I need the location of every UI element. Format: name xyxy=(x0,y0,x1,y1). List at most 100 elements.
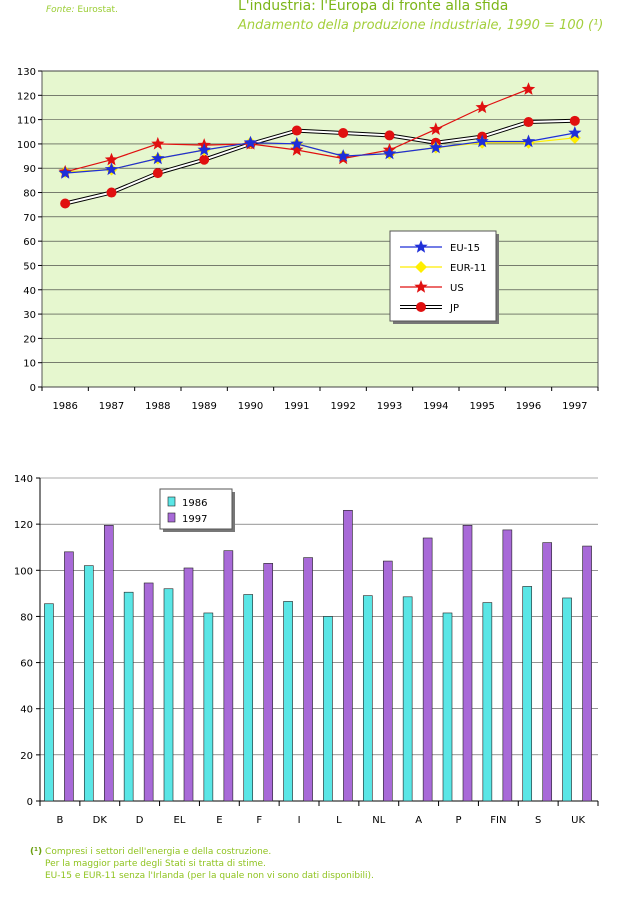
bar-1986 xyxy=(522,586,533,802)
series-eu-15 xyxy=(58,126,582,179)
legend-swatch xyxy=(167,512,176,523)
legend-label: EUR-11 xyxy=(450,263,487,274)
data-point xyxy=(104,152,119,166)
y-tick-label: 20 xyxy=(20,751,33,762)
bar-1997 xyxy=(462,524,473,802)
line-chart: 0 10 20 30 40 50 60 70 80 90 100 110 120 130 1986 1987 1… xyxy=(17,67,599,412)
source-label: Fonte: xyxy=(46,5,75,15)
x-tick-label: 1986 xyxy=(52,401,77,412)
x-tick-label: NL xyxy=(372,815,385,826)
bar-1986 xyxy=(482,602,493,802)
bar-1997 xyxy=(382,560,393,802)
x-tick-label: 1993 xyxy=(377,401,402,412)
page-title: L'industria: l'Europa di fronte alla sfi… xyxy=(238,0,509,14)
x-tick-label: 1994 xyxy=(423,401,448,412)
data-point xyxy=(384,130,395,141)
data-point xyxy=(475,134,489,148)
series-line-inner xyxy=(64,119,575,205)
data-point xyxy=(429,140,443,154)
legend-label: 1986 xyxy=(182,498,207,509)
legend: 1986 1997 xyxy=(159,488,235,532)
x-tick-label: S xyxy=(535,815,541,826)
y-tick-label: 30 xyxy=(23,310,36,321)
bar-1997 xyxy=(303,557,313,802)
data-point xyxy=(291,125,302,136)
x-tick-label: L xyxy=(336,815,342,826)
page-subtitle: Andamento della produzione industriale, … xyxy=(238,18,604,33)
y-tick-label: 0 xyxy=(27,797,33,808)
data-point xyxy=(152,168,163,179)
y-tick-label: 60 xyxy=(23,237,36,248)
y-tick-label: 40 xyxy=(23,286,36,297)
x-tick-label: 1997 xyxy=(562,401,587,412)
legend-label: 1997 xyxy=(182,514,207,525)
y-tick-label: 130 xyxy=(17,67,36,78)
x-tick-label: 1987 xyxy=(99,401,124,412)
bar-1986 xyxy=(243,594,254,802)
legend-box xyxy=(159,488,233,530)
x-tick-label: E xyxy=(216,815,222,826)
data-point xyxy=(569,115,580,126)
data-point xyxy=(243,135,258,149)
bar-1986 xyxy=(562,597,572,802)
data-point xyxy=(151,151,165,165)
legend-marker xyxy=(415,261,427,273)
legend-label: EU-15 xyxy=(450,243,480,254)
y-tick-label: 60 xyxy=(20,659,33,670)
data-point xyxy=(104,162,119,176)
x-tick-label: UK xyxy=(571,815,585,826)
data-point xyxy=(151,136,165,150)
x-tick-label: 1990 xyxy=(238,401,263,412)
bar-1997 xyxy=(64,551,74,802)
bar-1986 xyxy=(323,616,333,802)
bar-1986 xyxy=(163,588,174,802)
x-tick-label: I xyxy=(298,815,301,826)
footnote-line: EU-15 e EUR-11 senza l'Irlanda (per la q… xyxy=(45,871,374,881)
legend-marker xyxy=(414,240,428,253)
y-tick-label: 80 xyxy=(20,612,33,623)
y-tick-label: 20 xyxy=(23,334,36,345)
legend-label: JP xyxy=(449,303,459,314)
y-tick-label: 100 xyxy=(14,566,33,577)
data-point xyxy=(106,187,117,198)
data-point xyxy=(58,166,72,179)
y-tick-label: 90 xyxy=(23,164,36,175)
bar-1986 xyxy=(362,595,373,802)
x-tick-label: 1992 xyxy=(330,401,355,412)
y-tick-label: 120 xyxy=(14,520,33,531)
data-point xyxy=(429,122,443,135)
data-point xyxy=(521,134,536,148)
legend-marker xyxy=(414,280,428,293)
plot-area xyxy=(41,70,599,388)
data-point xyxy=(382,146,397,160)
y-tick-label: 0 xyxy=(30,383,36,394)
source-value: Eurostat. xyxy=(77,5,118,15)
y-tick-label: 80 xyxy=(23,189,36,200)
data-point xyxy=(290,136,304,150)
bar-1997 xyxy=(582,545,592,802)
bar-1997 xyxy=(103,524,114,802)
legend-label: US xyxy=(450,283,464,294)
bar-1997 xyxy=(502,529,513,802)
x-tick-label: P xyxy=(455,815,461,826)
data-point xyxy=(199,154,210,165)
legend: EU-15 EUR-11 US JP xyxy=(389,230,499,324)
y-tick-label: 140 xyxy=(14,474,33,485)
x-tick-label: FIN xyxy=(490,815,506,826)
bar-1986 xyxy=(442,612,453,802)
data-point xyxy=(336,149,350,162)
x-tick-label: A xyxy=(415,815,422,826)
bar-1997 xyxy=(223,550,234,802)
bar-1986 xyxy=(203,612,214,802)
data-point xyxy=(338,127,349,138)
x-tick-label: 1995 xyxy=(469,401,494,412)
data-point xyxy=(523,117,534,128)
y-tick-label: 10 xyxy=(23,359,36,370)
y-tick-label: 120 xyxy=(17,91,36,102)
y-tick-label: 110 xyxy=(17,116,36,127)
x-tick-label: DK xyxy=(93,815,108,826)
bar-1997 xyxy=(263,563,274,802)
bar-1997 xyxy=(183,567,194,802)
x-tick-label: 1989 xyxy=(191,401,216,412)
data-point xyxy=(60,198,71,209)
